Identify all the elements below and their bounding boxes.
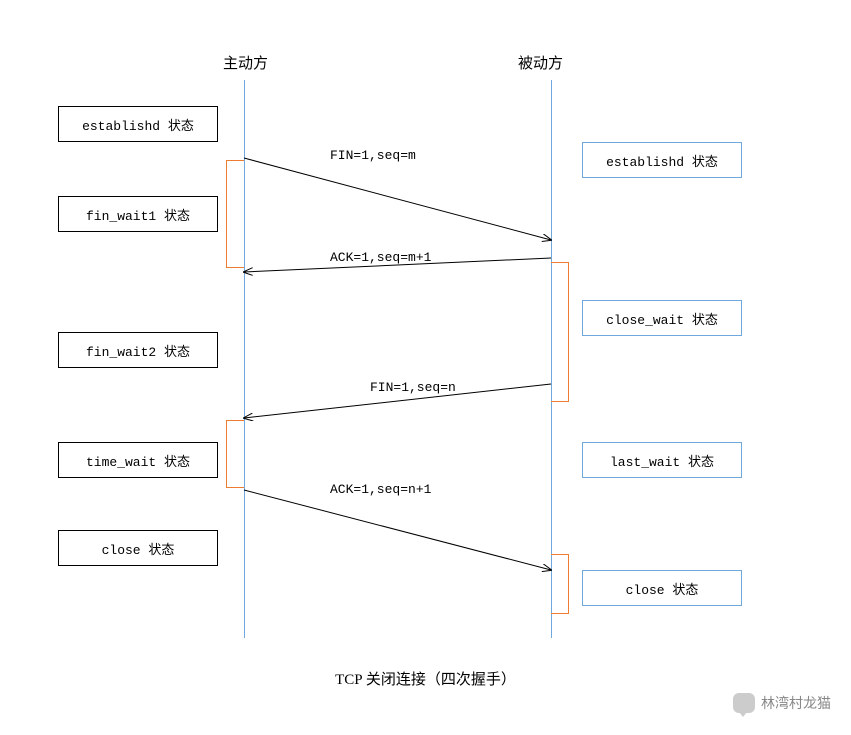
watermark: 林湾村龙猫 (733, 693, 831, 713)
wechat-icon (733, 693, 755, 713)
bracket-left-0 (226, 160, 244, 268)
msg-label-ack1: ACK=1,seq=m+1 (330, 250, 431, 265)
watermark-text: 林湾村龙猫 (761, 693, 831, 713)
state-active-established: establishd 状态 (58, 106, 218, 142)
lifeline-active (244, 80, 245, 638)
state-label: fin_wait1 状态 (86, 205, 190, 224)
state-passive-lastwait: last_wait 状态 (582, 442, 742, 478)
state-passive-established: establishd 状态 (582, 142, 742, 178)
state-label: close_wait 状态 (606, 309, 718, 328)
state-active-timewait: time_wait 状态 (58, 442, 218, 478)
state-label: close 状态 (102, 539, 175, 558)
msg-label-ack2: ACK=1,seq=n+1 (330, 482, 431, 497)
msg-label-fin1: FIN=1,seq=m (330, 148, 416, 163)
arrow-fin1 (244, 158, 551, 240)
state-label: establishd 状态 (82, 115, 194, 134)
msg-label-fin2: FIN=1,seq=n (370, 380, 456, 395)
state-label: close 状态 (626, 579, 699, 598)
state-label: last_wait 状态 (610, 451, 714, 470)
diagram-caption: TCP 关闭连接（四次握手） (0, 668, 851, 689)
diagram-canvas: 主动方 被动方 establishd 状态 fin_wait1 状态 fin_w… (0, 0, 851, 735)
header-active: 主动方 (223, 52, 268, 73)
bracket-right-1 (551, 554, 569, 614)
arrow-ack2 (244, 490, 551, 570)
header-passive: 被动方 (518, 52, 563, 73)
state-active-close: close 状态 (58, 530, 218, 566)
state-active-finwait2: fin_wait2 状态 (58, 332, 218, 368)
state-passive-closewait: close_wait 状态 (582, 300, 742, 336)
state-active-finwait1: fin_wait1 状态 (58, 196, 218, 232)
bracket-right-0 (551, 262, 569, 402)
state-label: fin_wait2 状态 (86, 341, 190, 360)
bracket-left-1 (226, 420, 244, 488)
state-passive-close: close 状态 (582, 570, 742, 606)
state-label: establishd 状态 (606, 151, 718, 170)
state-label: time_wait 状态 (86, 451, 190, 470)
